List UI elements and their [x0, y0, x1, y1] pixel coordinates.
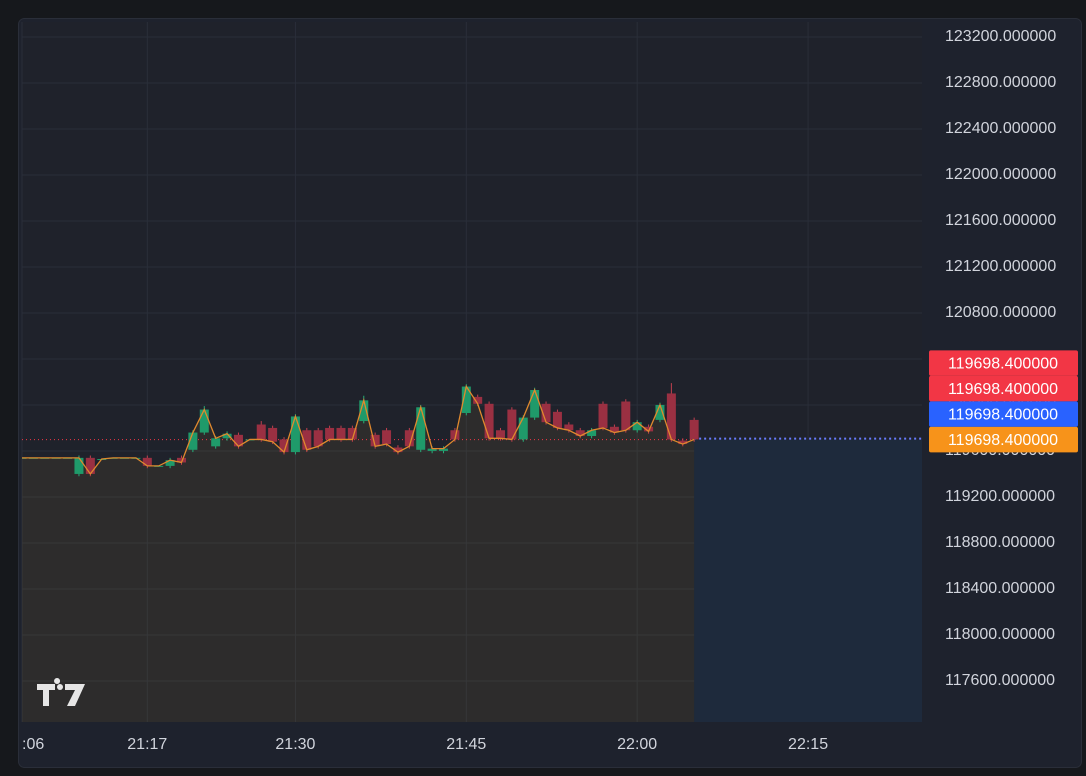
candle-body [359, 400, 369, 422]
candle-body [473, 396, 483, 404]
axes: 117600.000000 118000.000000 118400.000000 1… [22, 28, 1056, 753]
candle-body [450, 430, 460, 440]
y-tick-label: 121600.000000 [945, 212, 1056, 229]
grid [21, 22, 922, 722]
candle-body [370, 434, 380, 447]
candle-body [495, 430, 505, 439]
candle-body [484, 403, 494, 439]
plot [22, 383, 922, 722]
candle-body [507, 409, 517, 440]
price-tag [929, 375, 1078, 402]
x-tick-label: 22:15 [788, 736, 828, 753]
candle-body [74, 457, 84, 474]
candle-body [575, 430, 585, 436]
candle-body [552, 411, 562, 428]
candle-body [393, 447, 403, 453]
x-tick-label: 21:30 [275, 736, 315, 753]
candle-body [336, 427, 346, 440]
candle-body [518, 417, 528, 440]
candle-body [176, 457, 186, 463]
candle-body [439, 448, 449, 451]
candle-body [587, 430, 597, 436]
candle-body [621, 401, 631, 431]
y-tick-label: 123200.000000 [945, 28, 1056, 45]
y-tick-label: 121200.000000 [945, 258, 1056, 275]
y-tick-label: 122000.000000 [945, 166, 1056, 183]
candle-body [302, 430, 312, 450]
candle-body [222, 433, 232, 439]
candle-body [313, 430, 323, 447]
price-tag [929, 426, 1078, 453]
candle-body [632, 422, 642, 431]
candle-body [165, 460, 175, 466]
candle-body [598, 403, 608, 428]
y-tick-label: 118800.000000 [945, 534, 1055, 551]
candle-body [268, 427, 278, 442]
price-tag-label: 119698.400000 [948, 355, 1058, 372]
x-tick-label: 21:45 [446, 736, 486, 753]
price-tags: 119698.400000 119698.400000 119698.400000 1… [929, 350, 1078, 453]
projection-zone [694, 439, 922, 722]
candle-body [678, 440, 688, 445]
y-tick-label: 122800.000000 [945, 74, 1056, 91]
candle-body [541, 403, 551, 423]
price-tag-label: 119698.400000 [948, 432, 1058, 449]
close-area [22, 386, 695, 722]
price-tag-label: 119698.400000 [948, 381, 1058, 398]
x-tick-label: 21:17 [127, 736, 167, 753]
candle-body [416, 407, 426, 450]
candle-body [461, 386, 471, 413]
candle-body [233, 434, 243, 447]
candle-body [609, 426, 619, 433]
candle-body [279, 439, 289, 453]
candle-body [85, 457, 95, 474]
candle-body [347, 427, 357, 440]
y-tick-label: 118000.000000 [945, 626, 1055, 643]
candle-body [382, 430, 392, 445]
candle-body [142, 457, 152, 466]
candle-body [644, 426, 654, 432]
candle-body [325, 427, 335, 440]
candle-body [564, 424, 574, 431]
x-tick-label: :06 [22, 736, 44, 753]
candle-body [404, 430, 414, 447]
y-tick-label: 120800.000000 [945, 304, 1056, 321]
y-tick-label: 117600.000000 [945, 672, 1055, 689]
candle-body [427, 448, 437, 451]
price-tag [929, 401, 1078, 427]
close-line [22, 384, 695, 476]
price-tag-label: 119698.400000 [948, 406, 1058, 423]
price-tag [929, 350, 1078, 376]
candle-body [199, 409, 209, 433]
candle-body [530, 389, 540, 418]
candle-body [290, 416, 300, 453]
candle-body [188, 432, 198, 450]
y-tick-label: 118400.000000 [945, 580, 1055, 597]
y-tick-label: 122400.000000 [945, 120, 1056, 137]
candle-body [689, 419, 699, 440]
candle-body [655, 404, 665, 420]
logo [37, 678, 85, 706]
y-tick-label: 119200.000000 [945, 488, 1055, 505]
candle-body [666, 393, 676, 440]
candle-body [256, 424, 266, 440]
candle-body [211, 438, 221, 447]
x-tick-label: 22:00 [617, 736, 657, 753]
